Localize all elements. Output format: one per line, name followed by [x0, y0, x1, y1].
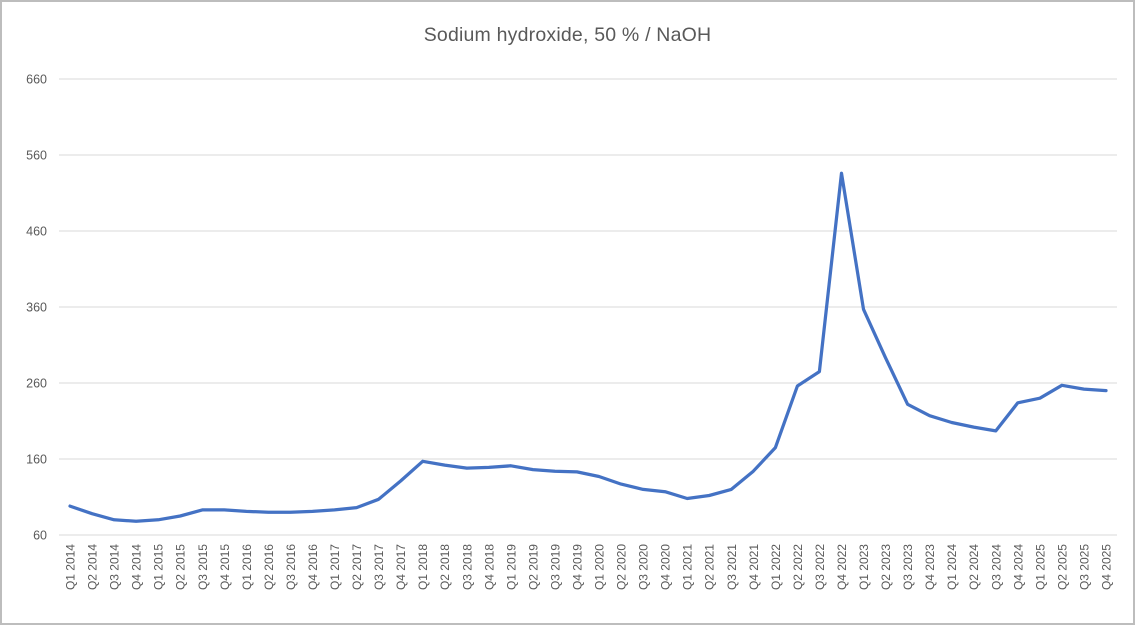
x-tick-label: Q1 2017	[328, 544, 342, 590]
x-tick-label: Q2 2019	[526, 544, 540, 590]
y-tick-label: 560	[26, 149, 47, 163]
x-tick-label: Q1 2025	[1033, 544, 1047, 590]
x-tick-label: Q2 2018	[438, 544, 452, 590]
x-tick-label: Q2 2020	[615, 544, 629, 590]
data-series-line	[68, 171, 1108, 523]
x-tick-label: Q3 2015	[196, 544, 210, 590]
y-tick-label: 460	[26, 225, 47, 239]
x-tick-label: Q2 2022	[791, 544, 805, 590]
x-tick-label: Q3 2021	[725, 544, 739, 590]
x-tick-label: Q2 2024	[967, 544, 981, 590]
x-tick-label: Q2 2017	[350, 544, 364, 590]
x-tick-label: Q4 2017	[394, 544, 408, 590]
x-tick-label: Q2 2016	[262, 544, 276, 590]
y-tick-label: 160	[26, 453, 47, 467]
x-tick-label: Q1 2016	[240, 544, 254, 590]
x-tick-label: Q1 2024	[945, 544, 959, 590]
x-tick-label: Q1 2019	[504, 544, 518, 590]
x-tick-label: Q1 2014	[64, 544, 78, 590]
x-tick-label: Q3 2020	[637, 544, 651, 590]
x-tick-label: Q3 2024	[989, 544, 1003, 590]
x-tick-label: Q4 2020	[659, 544, 673, 590]
x-tick-label: Q4 2022	[835, 544, 849, 590]
x-tick-label: Q4 2018	[482, 544, 496, 590]
x-tick-label: Q3 2023	[901, 544, 915, 590]
y-tick-label: 660	[26, 73, 47, 87]
x-tick-label: Q2 2023	[879, 544, 893, 590]
x-tick-label: Q1 2020	[593, 544, 607, 590]
x-tick-label: Q2 2014	[86, 544, 100, 590]
x-tick-label: Q2 2025	[1055, 544, 1069, 590]
x-tick-label: Q1 2021	[681, 544, 695, 590]
x-tick-label: Q1 2023	[857, 544, 871, 590]
x-tick-label: Q1 2018	[416, 544, 430, 590]
x-tick-label: Q3 2017	[372, 544, 386, 590]
x-tick-label: Q1 2015	[152, 544, 166, 590]
x-axis-labels: Q1 2014 Q2 2014 Q3 2014 Q4 2014 Q1 2015 Q2 20…	[64, 544, 1114, 590]
x-tick-label: Q4 2025	[1099, 544, 1113, 590]
y-tick-label: 360	[26, 301, 47, 315]
x-tick-label: Q4 2023	[923, 544, 937, 590]
x-tick-label: Q3 2016	[284, 544, 298, 590]
y-tick-label: 60	[33, 529, 47, 543]
gridlines-group	[59, 78, 1117, 536]
x-tick-label: Q1 2022	[769, 544, 783, 590]
x-tick-label: Q4 2019	[570, 544, 584, 590]
x-tick-label: Q3 2019	[548, 544, 562, 590]
x-tick-label: Q4 2016	[306, 544, 320, 590]
x-tick-label: Q4 2021	[747, 544, 761, 590]
y-tick-label: 260	[26, 377, 47, 391]
chart-title: Sodium hydroxide, 50 % / NaOH	[423, 24, 712, 46]
x-tick-label: Q2 2015	[174, 544, 188, 590]
x-tick-label: Q4 2014	[130, 544, 144, 590]
x-tick-label: Q3 2022	[813, 544, 827, 590]
x-tick-label: Q4 2015	[218, 544, 232, 590]
y-axis-labels: 60 160 260 360 460 560 660	[26, 73, 47, 543]
x-tick-label: Q4 2024	[1011, 544, 1025, 590]
x-tick-label: Q3 2025	[1077, 544, 1091, 590]
x-tick-label: Q3 2018	[460, 544, 474, 590]
x-tick-label: Q3 2014	[108, 544, 122, 590]
x-tick-label: Q2 2021	[703, 544, 717, 590]
